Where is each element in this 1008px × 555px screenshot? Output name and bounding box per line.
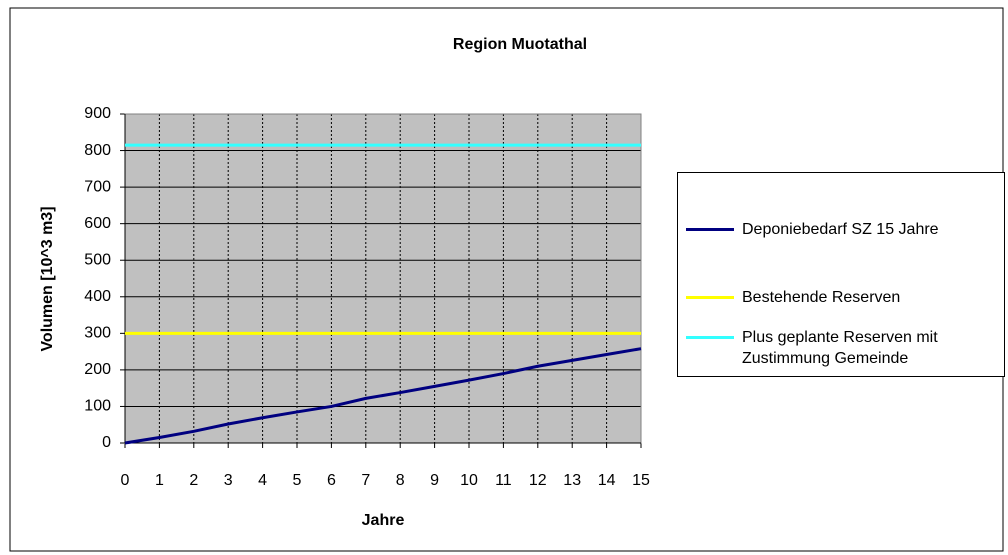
legend: Deponiebedarf SZ 15 Jahre Bestehende Rese…	[677, 172, 1005, 377]
chart-title: Region Muotathal	[453, 36, 587, 53]
y-tick-label: 600	[84, 215, 111, 232]
x-tick-label: 4	[258, 472, 267, 489]
x-tick-label: 15	[632, 472, 650, 489]
y-tick-label: 200	[84, 361, 111, 378]
y-axis-title: Volumen [10^3 m3]	[39, 206, 56, 351]
legend-item: Deponiebedarf SZ 15 Jahre	[686, 219, 1004, 240]
x-tick-label: 8	[396, 472, 405, 489]
legend-label: Plus geplante Reserven mit Zustimmung Ge…	[742, 329, 938, 367]
legend-label: Bestehende Reserven	[742, 289, 901, 306]
x-axis-title: Jahre	[362, 512, 405, 529]
y-tick-label: 900	[84, 105, 111, 122]
y-tick-label: 300	[84, 325, 111, 342]
y-tick-label: 400	[84, 288, 111, 305]
x-tick-label: 11	[495, 472, 512, 489]
x-tick-label: 6	[327, 472, 336, 489]
legend-label: Deponiebedarf SZ 15 Jahre	[742, 221, 939, 238]
y-tick-label: 100	[84, 398, 111, 415]
legend-swatch	[686, 336, 734, 339]
y-tick-label: 800	[84, 142, 111, 159]
x-tick-label: 5	[293, 472, 302, 489]
legend-item: Bestehende Reserven	[686, 287, 1004, 308]
y-tick-label: 500	[84, 251, 111, 268]
x-tick-label: 7	[361, 472, 370, 489]
series-line	[124, 347, 642, 445]
legend-swatch	[686, 228, 734, 231]
x-tick-label: 3	[224, 472, 233, 489]
x-tick-label: 10	[460, 472, 478, 489]
plot-background	[125, 114, 641, 443]
y-tick-label: 700	[84, 178, 111, 195]
x-tick-label: 2	[189, 472, 198, 489]
x-tick-label: 9	[430, 472, 439, 489]
y-tick-label: 0	[102, 434, 111, 451]
legend-swatch	[686, 296, 734, 299]
legend-item: Plus geplante Reserven mit Zustimmung Ge…	[686, 327, 1004, 369]
x-tick-label: 12	[529, 472, 547, 489]
x-tick-label: 13	[563, 472, 581, 489]
x-tick-label: 1	[155, 472, 164, 489]
x-tick-label: 0	[121, 472, 130, 489]
x-tick-label: 14	[598, 472, 616, 489]
